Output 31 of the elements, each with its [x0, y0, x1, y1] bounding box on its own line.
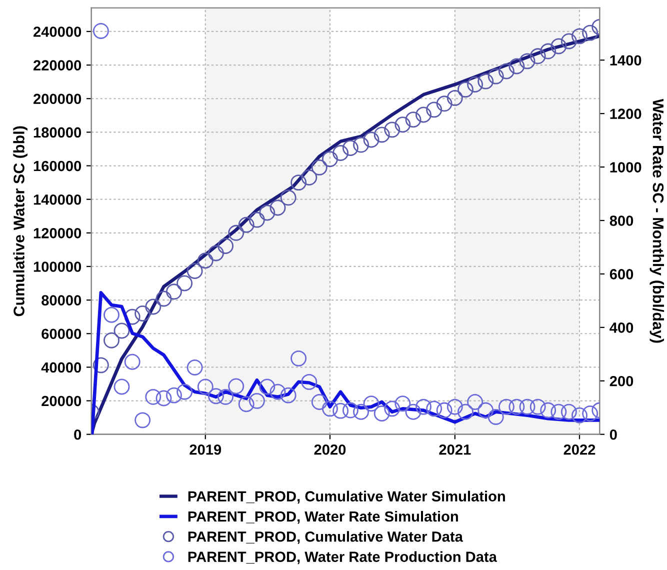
y-tick-label: 80000	[42, 295, 82, 306]
x-tick-label: 2019	[190, 444, 222, 455]
legend-label: PARENT_PROD, Water Rate Simulation	[188, 510, 458, 524]
y2-tick-label: 1400	[610, 55, 642, 66]
y-tick-label: 0	[74, 429, 82, 440]
y2-tick-label: 400	[610, 322, 634, 333]
legend-label: PARENT_PROD, Cumulative Water Data	[188, 531, 464, 544]
y-tick-label: 180000	[34, 127, 82, 138]
y-tick-label: 60000	[42, 328, 82, 340]
y-tick-label: 240000	[34, 26, 82, 37]
legend-label: PARENT_PROD, Cumulative Water Simulation	[188, 490, 505, 504]
y2-tick-label: 600	[610, 269, 634, 280]
y-tick-label: 20000	[42, 396, 82, 406]
y-tick-label: 140000	[34, 194, 82, 205]
y2-tick-label: 800	[610, 216, 634, 226]
y-tick-label: 40000	[41, 362, 82, 373]
y2-tick-label: 1000	[610, 162, 642, 172]
y-tick-label: 100000	[34, 262, 82, 272]
y-tick-label: 220000	[34, 60, 82, 70]
x-tick-label: 2021	[439, 444, 471, 455]
x-tick-label: 2022	[564, 444, 596, 455]
x-tick-label: 2020	[314, 444, 346, 455]
y-axis-title: Cumulative Water SC (bbl)	[13, 126, 28, 316]
y-tick-label: 200000	[34, 94, 82, 104]
y2-tick-label: 1200	[610, 108, 642, 119]
y2-tick-label: 200	[610, 376, 634, 386]
legend-label: PARENT_PROD, Water Rate Production Data	[188, 551, 498, 564]
y2-axis-title: Water Rate SC - Monthly (bbl/day)	[650, 98, 664, 343]
y-tick-label: 160000	[34, 160, 82, 172]
y2-tick-label: 0	[610, 429, 617, 440]
y-tick-label: 120000	[34, 228, 82, 238]
